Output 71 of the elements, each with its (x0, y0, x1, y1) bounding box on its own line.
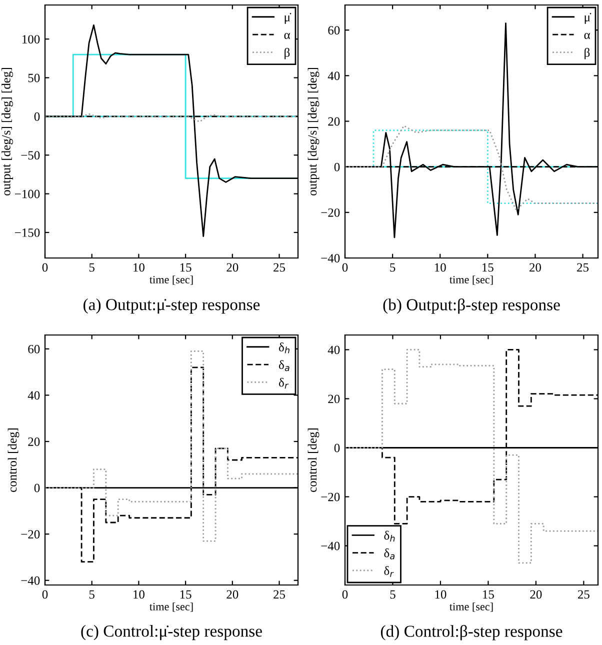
x-tick-label: 15 (482, 263, 494, 272)
y-tick-label: 0 (34, 112, 40, 121)
legend-label: β (284, 48, 290, 60)
y-tick-label: 100 (22, 35, 40, 44)
y-axis-title: output [deg/s] [deg] [deg] (308, 68, 320, 196)
x-tick-label: 20 (226, 590, 238, 599)
x-tick-label: 25 (274, 263, 286, 272)
x-tick-label: 20 (530, 590, 542, 599)
x-tick-label: 5 (390, 263, 396, 272)
y-tick-label: 40 (328, 346, 340, 354)
legend-label: δ$_{r}$ (384, 566, 394, 577)
y-tick-label: 50 (28, 74, 40, 82)
y-axis-title: control [deg] (8, 428, 20, 492)
legend-label: μ̇ (284, 12, 292, 24)
legend-label: δ$_{h}$ (384, 530, 395, 542)
x-tick-label: 25 (274, 590, 286, 599)
legend-label: δ$_{a}$ (384, 548, 395, 560)
y-tick-label: −40 (321, 254, 340, 262)
y-tick-label: −20 (321, 208, 340, 217)
y-tick-label: 60 (328, 26, 340, 35)
y-axis-title: control [deg] (308, 428, 320, 492)
text: (c) Control:μ̇-step response (81, 625, 262, 640)
text: (b) Output:β-step response (383, 298, 560, 314)
y-axis-title: output [deg/s] [deg] [deg] (2, 68, 13, 196)
text: (d) Control:β-step response (380, 625, 562, 640)
y-tick-label: −20 (21, 530, 40, 539)
x-tick-label: 15 (483, 590, 494, 599)
x-tick-label: 15 (180, 590, 192, 599)
y-tick-label: −40 (321, 542, 340, 550)
y-tick-label: 0 (334, 444, 340, 452)
y-tick-label: 40 (28, 391, 40, 400)
y-tick-label: 0 (334, 162, 340, 172)
x-tick-label: 15 (180, 263, 192, 272)
x-axis-title: time [sec] (450, 602, 493, 612)
x-tick-label: 0 (342, 263, 348, 272)
y-tick-label: 20 (328, 394, 340, 404)
x-tick-label: 10 (435, 590, 446, 599)
y-tick-label: 60 (28, 344, 40, 354)
y-tick-label: −150 (14, 228, 40, 237)
x-tick-label: 20 (226, 263, 238, 272)
y-tick-label: 40 (328, 72, 340, 80)
x-axis-title: time [sec] (150, 602, 193, 612)
x-tick-label: 0 (42, 263, 48, 272)
y-tick-label: 20 (28, 438, 40, 446)
x-tick-label: 0 (42, 590, 48, 599)
y-tick-label: −50 (21, 151, 40, 160)
x-tick-label: 5 (89, 590, 94, 599)
y-tick-label: −20 (321, 492, 340, 502)
x-axis-title: time [sec] (450, 276, 493, 285)
legend-label: δ$_{r}$ (278, 378, 289, 389)
y-tick-label: −100 (14, 190, 40, 198)
x-tick-label: 10 (134, 590, 144, 599)
x-tick-label: 0 (342, 590, 348, 599)
legend-label: α (584, 33, 590, 40)
x-axis-title: time [sec] (150, 276, 193, 285)
y-tick-label: 0 (34, 484, 40, 492)
y-tick-label: 20 (328, 117, 340, 126)
legend-label: β (584, 48, 590, 60)
x-tick-label: 25 (578, 590, 590, 599)
x-tick-label: 25 (577, 263, 589, 272)
legend-label: μ̇ (584, 12, 592, 24)
text: (a) Output:μ̇-step response (84, 298, 260, 314)
legend-label: α (284, 33, 290, 40)
legend-label: δ$_{h}$ (278, 342, 290, 354)
x-tick-label: 10 (434, 263, 446, 272)
x-tick-label: 5 (89, 263, 94, 272)
legend-label: δ$_{a}$ (278, 360, 290, 372)
x-tick-label: 10 (134, 263, 144, 272)
y-tick-label: −40 (21, 576, 40, 585)
x-tick-label: 20 (530, 263, 541, 272)
x-tick-label: 5 (390, 590, 396, 599)
